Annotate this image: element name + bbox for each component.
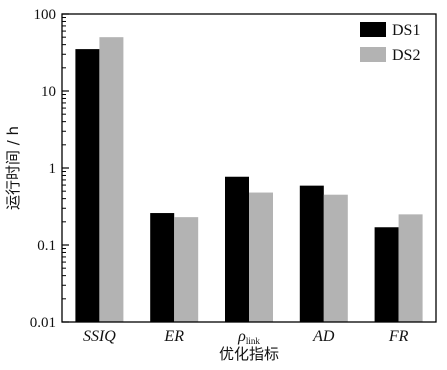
x-tick-label: ER (163, 328, 184, 345)
plot-frame (61, 13, 437, 323)
y-tick-label: 1 (49, 161, 57, 177)
x-axis-tick-labels: SSIQ ER ρlink AD FR (83, 328, 409, 346)
bar-ds2-ρlink (249, 192, 273, 322)
bar-ds2-ssiq (99, 37, 124, 322)
legend-swatch-ds1 (360, 22, 386, 37)
bar-ds2-ad (323, 194, 348, 322)
x-tick-label: FR (388, 328, 409, 345)
bar-ds1-fr (374, 227, 399, 322)
bar-ds2-fr (398, 214, 423, 322)
legend-label-ds1: DS1 (392, 22, 420, 39)
y-tick-label: 100 (34, 7, 57, 23)
y-tick-label: 0.01 (30, 315, 56, 331)
y-axis-title: 运行时间 / h (4, 126, 22, 210)
y-axis-ticks: 0.01 0.1 1 10 100 (30, 7, 69, 331)
x-tick-label: SSIQ (83, 328, 116, 345)
legend: DS1 DS2 (360, 22, 420, 64)
legend-label-ds2: DS2 (392, 47, 420, 64)
bar-ds2-er (174, 217, 199, 322)
bar-ds1-er (150, 213, 175, 322)
legend-swatch-ds2 (360, 47, 386, 62)
x-tick-label: ρlink (237, 328, 260, 346)
bar-ds1-ssiq (75, 49, 100, 323)
y-tick-label: 10 (41, 84, 56, 100)
bar-ds1-ρlink (225, 176, 249, 322)
bar-group (75, 37, 423, 323)
y-tick-label: 0.1 (37, 238, 56, 254)
bar-ds1-ad (299, 185, 324, 322)
x-tick-label: AD (312, 328, 335, 345)
x-axis-title: 优化指标 (219, 345, 279, 363)
